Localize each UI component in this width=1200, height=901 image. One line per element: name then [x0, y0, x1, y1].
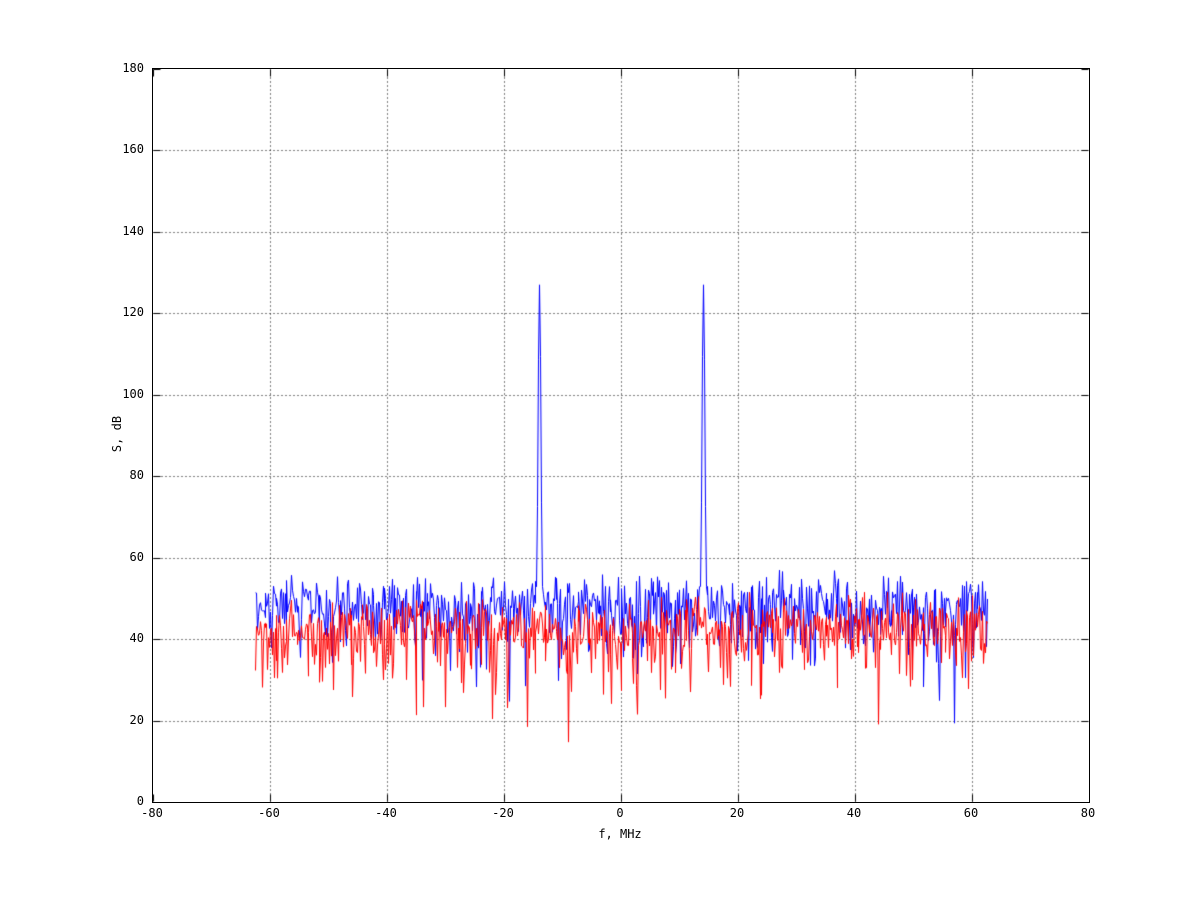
y-tick-label: 120 — [122, 305, 144, 320]
x-tick-label: -60 — [258, 806, 280, 820]
y-axis-label: S, dB — [110, 415, 124, 453]
x-tick-label: 60 — [963, 806, 979, 820]
y-tick-label: 40 — [129, 631, 144, 646]
x-tick-label: -80 — [141, 806, 163, 820]
x-tick-label: -20 — [492, 806, 514, 820]
y-tick-label: 140 — [122, 223, 144, 238]
plot-area — [152, 68, 1090, 803]
x-tick-label: 20 — [729, 806, 745, 820]
x-tick-label: 0 — [616, 806, 624, 820]
spectrum-plot-canvas — [153, 69, 1089, 802]
y-tick-label: 0 — [136, 794, 144, 808]
x-axis-label: f, MHz — [598, 827, 642, 841]
y-tick-label: 180 — [122, 61, 144, 75]
y-tick-label: 60 — [129, 549, 144, 564]
y-tick-label: 80 — [129, 468, 144, 483]
y-tick-label: 20 — [129, 712, 144, 727]
x-tick-label: 80 — [1080, 806, 1096, 820]
x-tick-label: 40 — [846, 806, 862, 820]
y-tick-label: 160 — [122, 142, 144, 157]
x-tick-label: -40 — [375, 806, 397, 820]
y-tick-label: 100 — [122, 386, 144, 401]
